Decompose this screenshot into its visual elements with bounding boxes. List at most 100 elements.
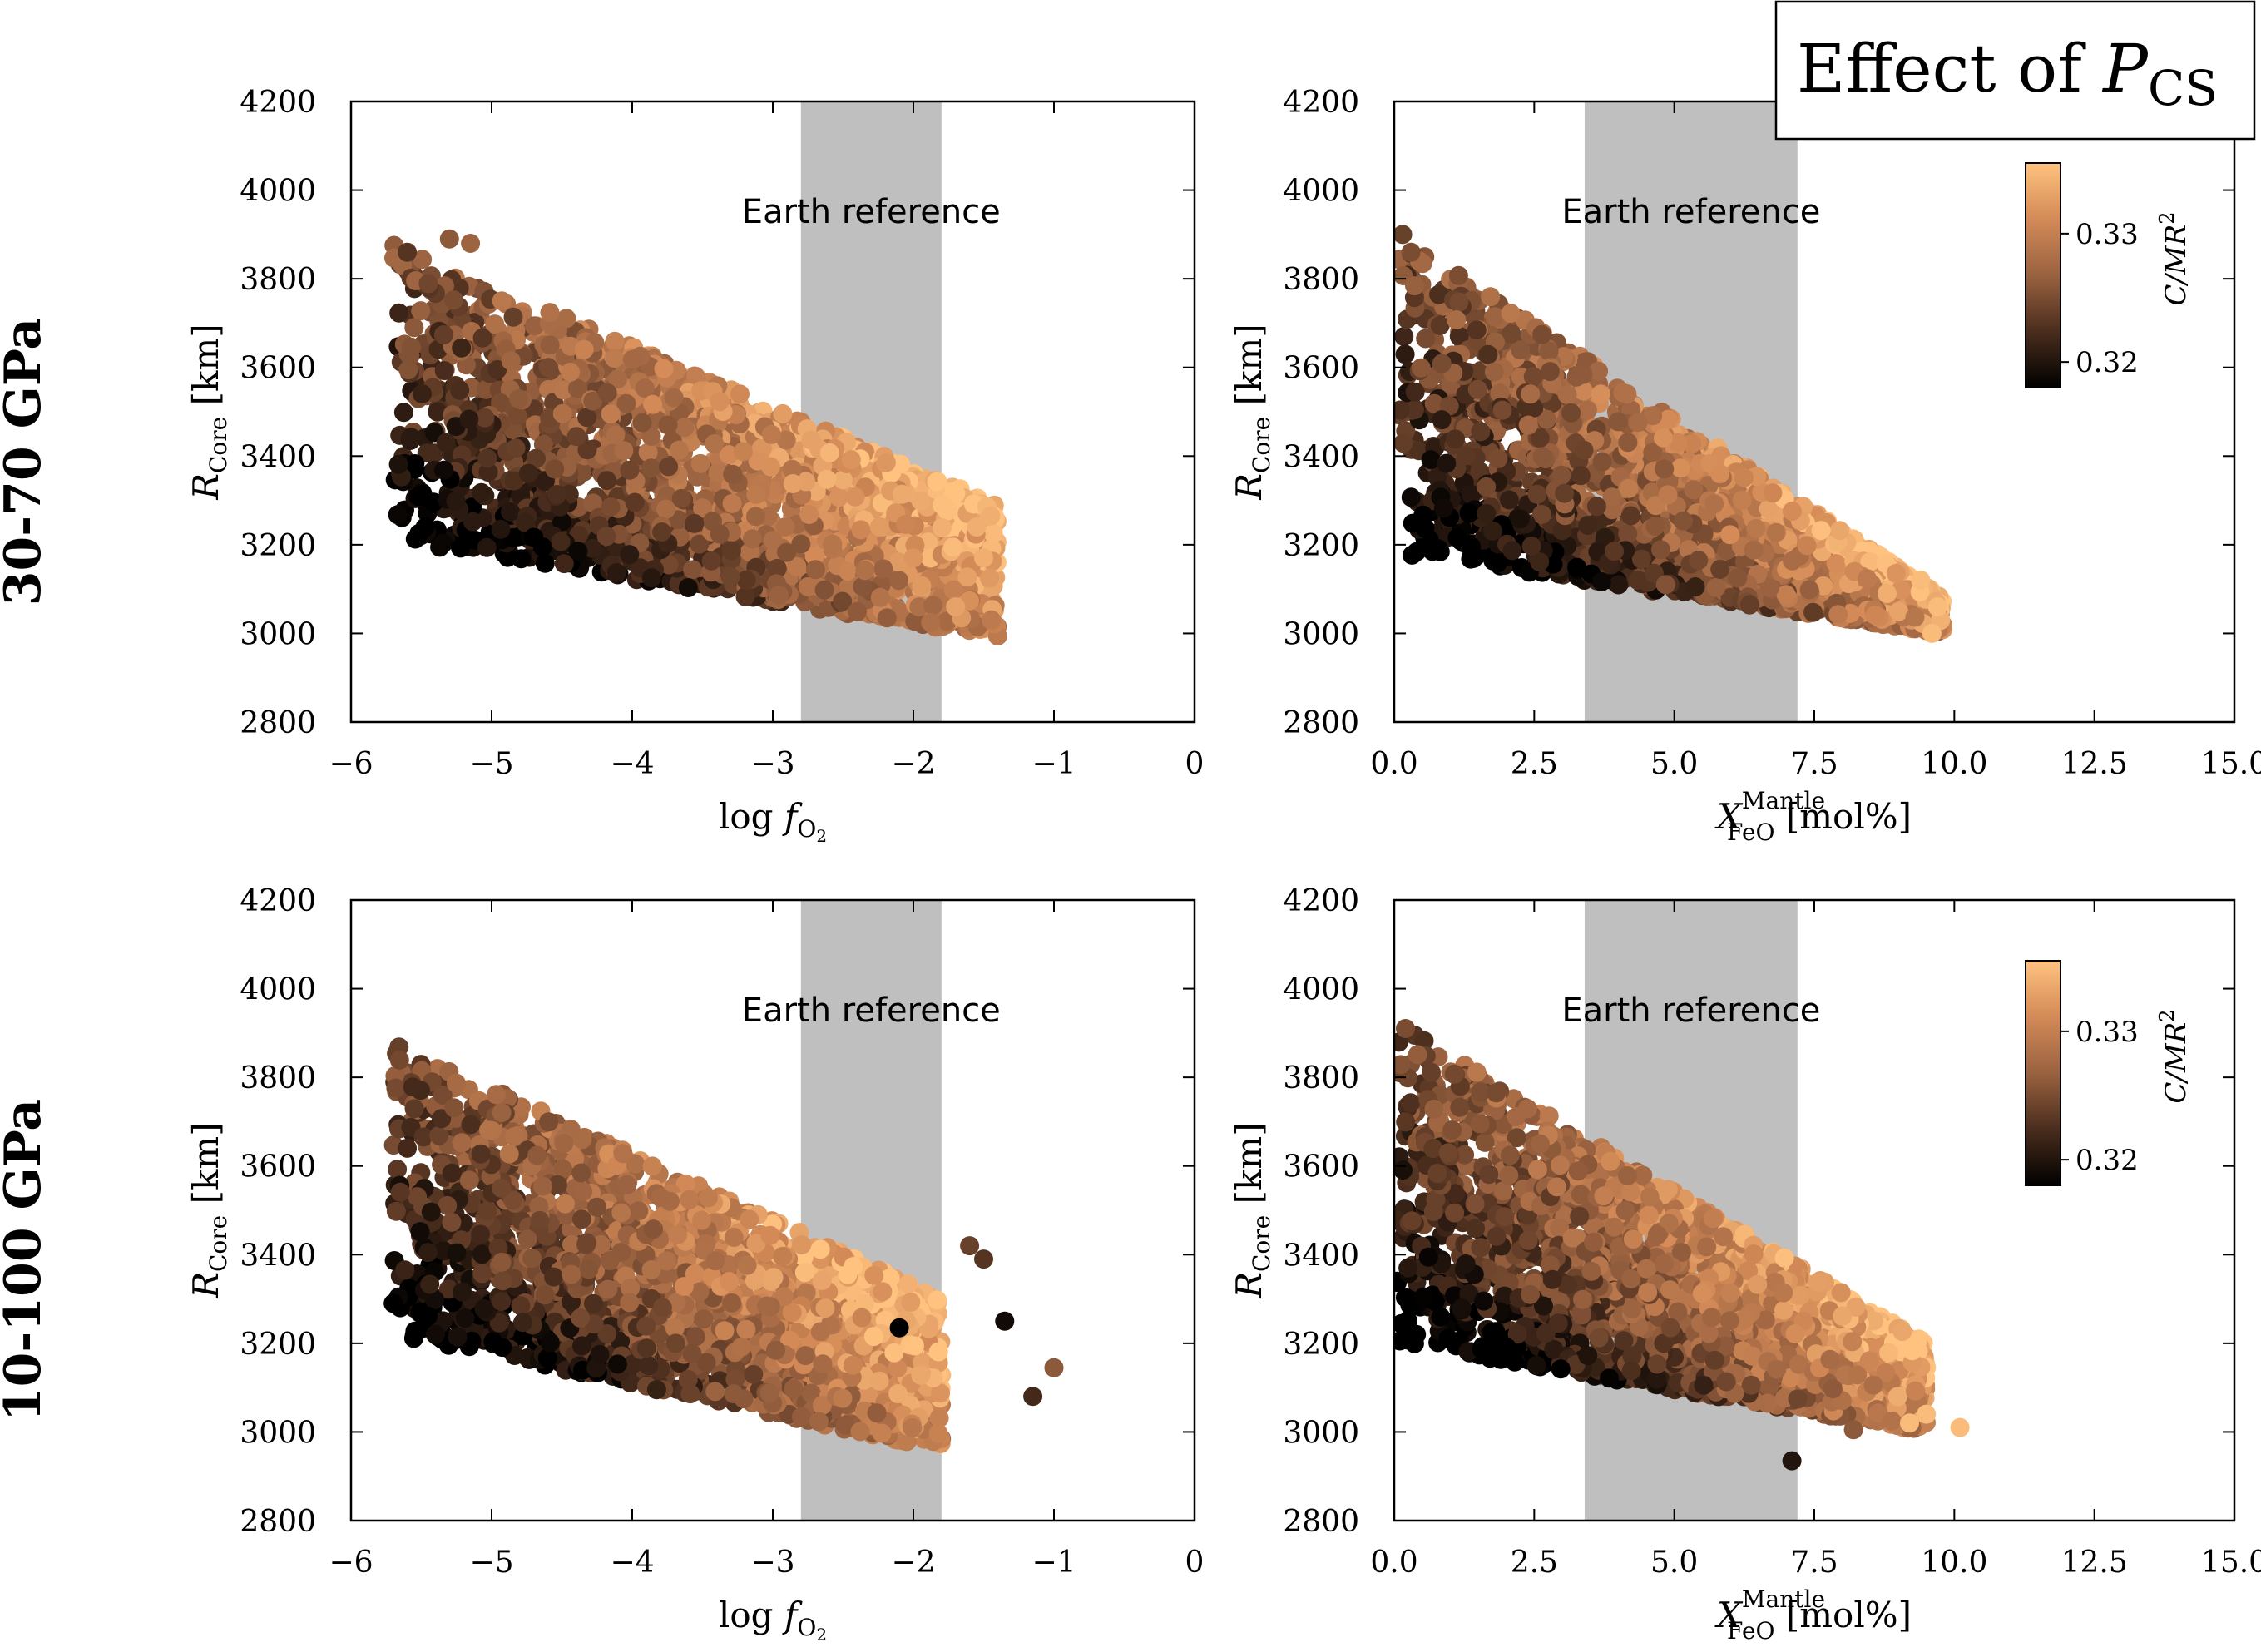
data-point bbox=[896, 515, 915, 534]
data-point bbox=[1567, 557, 1587, 577]
data-point bbox=[1613, 383, 1633, 403]
data-point bbox=[446, 491, 466, 511]
data-point bbox=[855, 561, 875, 581]
data-point bbox=[525, 316, 544, 336]
data-point bbox=[388, 454, 408, 474]
data-point bbox=[597, 383, 617, 403]
data-point bbox=[492, 291, 512, 311]
data-point bbox=[1706, 577, 1726, 597]
data-point bbox=[451, 538, 471, 558]
data-point bbox=[1424, 393, 1444, 413]
data-point bbox=[527, 448, 546, 468]
data-point-highlight bbox=[439, 229, 459, 249]
x-tick-label: 0 bbox=[1185, 747, 1205, 781]
data-point bbox=[746, 485, 766, 504]
data-point bbox=[1618, 433, 1638, 453]
y-tick-label: 3200 bbox=[240, 529, 316, 563]
y-tick-label: 3600 bbox=[1283, 352, 1359, 386]
data-point bbox=[393, 403, 413, 423]
data-point bbox=[1521, 537, 1541, 556]
data-point bbox=[1499, 490, 1519, 510]
data-point bbox=[1776, 585, 1796, 605]
data-point bbox=[1405, 382, 1425, 402]
data-point bbox=[1447, 528, 1467, 547]
data-point bbox=[1828, 605, 1848, 625]
data-point bbox=[763, 531, 783, 550]
data-point bbox=[1481, 287, 1501, 307]
data-point bbox=[1551, 465, 1571, 485]
data-point bbox=[654, 359, 674, 378]
data-point bbox=[1552, 521, 1572, 541]
data-point bbox=[923, 596, 943, 616]
y-tick-label: 4000 bbox=[1283, 175, 1359, 209]
data-point bbox=[1589, 361, 1609, 381]
data-point bbox=[1449, 292, 1469, 312]
data-point bbox=[719, 445, 739, 465]
data-point bbox=[1518, 415, 1538, 435]
data-point bbox=[412, 384, 432, 403]
data-point bbox=[601, 404, 621, 423]
data-point bbox=[1477, 504, 1497, 523]
data-point bbox=[535, 553, 555, 573]
data-point bbox=[1763, 483, 1783, 503]
data-point bbox=[605, 331, 625, 351]
data-point bbox=[1483, 551, 1503, 571]
data-point bbox=[540, 335, 560, 355]
data-point bbox=[787, 556, 807, 576]
data-point bbox=[710, 524, 730, 544]
data-point bbox=[1710, 559, 1730, 579]
data-point bbox=[443, 290, 463, 310]
data-point bbox=[1432, 354, 1452, 373]
data-point bbox=[1395, 344, 1415, 364]
data-point bbox=[1449, 326, 1469, 346]
data-point bbox=[1732, 490, 1752, 510]
data-point bbox=[516, 512, 536, 532]
data-point bbox=[1510, 509, 1530, 529]
data-point bbox=[1602, 487, 1622, 507]
data-point bbox=[1484, 362, 1504, 382]
data-point bbox=[577, 408, 597, 428]
data-point bbox=[1655, 575, 1675, 595]
data-point bbox=[477, 537, 497, 557]
data-point bbox=[553, 380, 573, 400]
data-point bbox=[436, 433, 456, 453]
data-point bbox=[690, 453, 710, 473]
data-point bbox=[777, 542, 796, 562]
data-point bbox=[943, 537, 963, 557]
data-point bbox=[1720, 525, 1740, 545]
band-label: Earth reference bbox=[1561, 193, 1820, 231]
data-point bbox=[632, 413, 652, 433]
data-point bbox=[1433, 498, 1453, 518]
x-tick-label: 12.5 bbox=[2061, 747, 2128, 781]
data-point bbox=[485, 314, 505, 334]
data-point-highlight bbox=[967, 517, 987, 537]
data-point bbox=[1532, 324, 1552, 344]
data-point bbox=[1530, 552, 1550, 571]
data-point bbox=[1889, 601, 1909, 621]
data-point bbox=[1728, 568, 1748, 588]
data-point bbox=[415, 517, 435, 537]
data-point bbox=[533, 434, 553, 454]
data-point bbox=[927, 472, 947, 492]
data-point bbox=[909, 597, 929, 617]
data-point bbox=[833, 591, 853, 611]
data-point bbox=[1531, 505, 1551, 524]
data-point bbox=[1631, 549, 1651, 569]
data-point bbox=[1502, 324, 1521, 344]
data-point bbox=[1411, 358, 1431, 378]
data-point bbox=[721, 541, 741, 561]
data-point bbox=[583, 391, 603, 411]
data-point bbox=[877, 608, 897, 628]
data-point bbox=[1530, 428, 1550, 448]
data-point bbox=[664, 388, 684, 408]
data-point bbox=[552, 512, 571, 532]
data-point bbox=[1574, 440, 1594, 460]
data-point bbox=[1783, 551, 1802, 571]
data-point bbox=[596, 527, 616, 547]
data-point bbox=[620, 460, 640, 480]
data-point bbox=[656, 499, 675, 519]
data-point bbox=[597, 471, 617, 491]
data-point bbox=[601, 497, 621, 517]
data-point bbox=[434, 361, 454, 381]
